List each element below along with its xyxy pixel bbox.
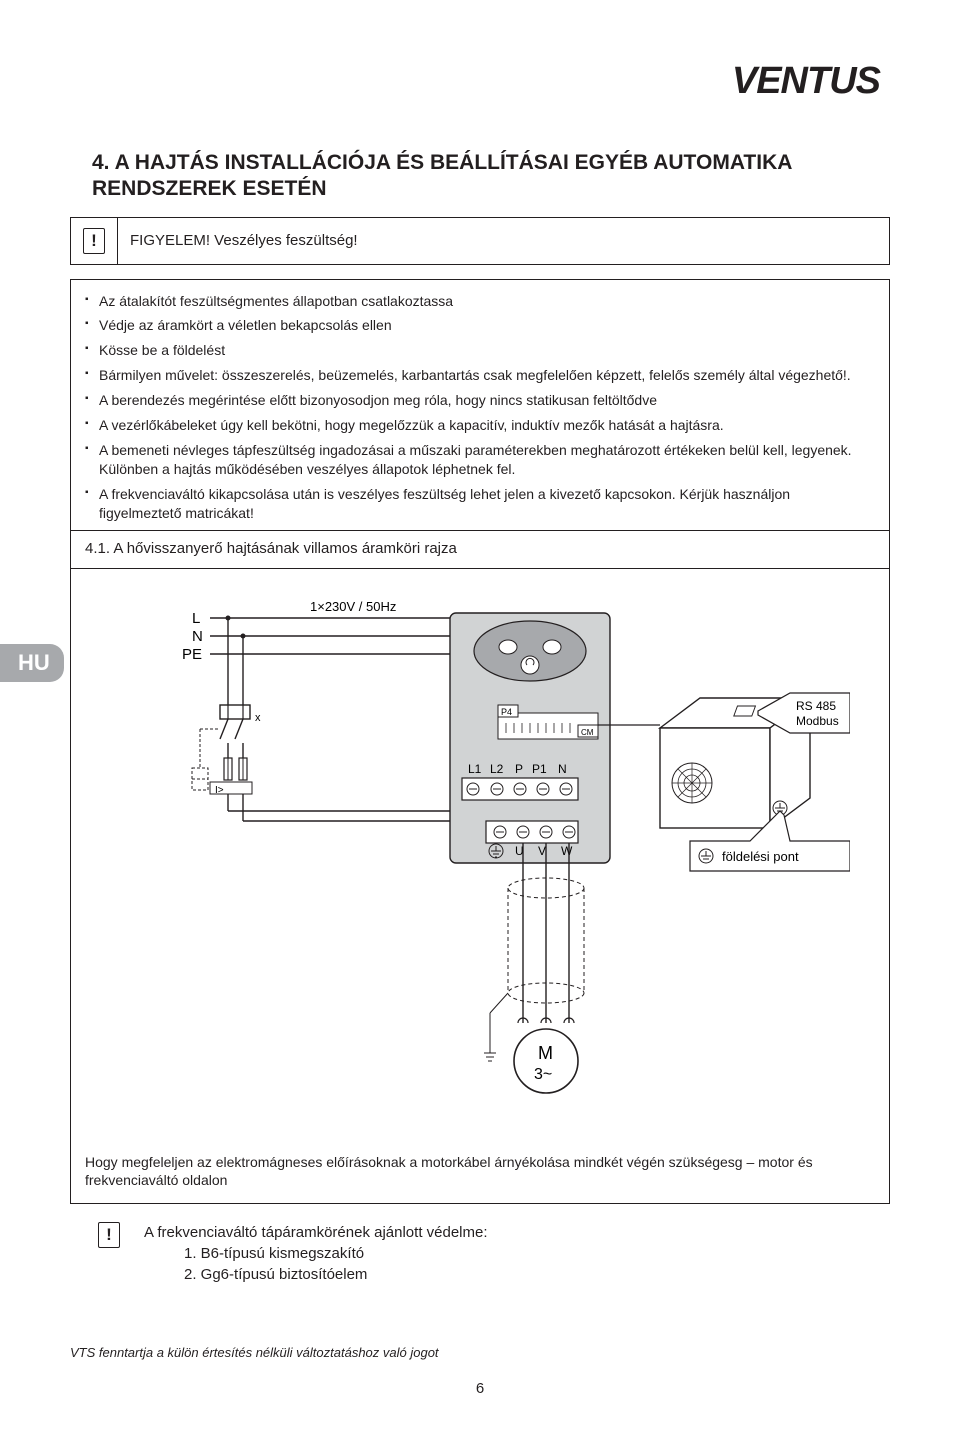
warning-text: FIGYELEM! Veszélyes feszültség! <box>118 217 890 264</box>
protection-row: ! A frekvenciaváltó tápáramkörének ajánl… <box>70 1222 890 1285</box>
bullet-item: Bármilyen művelet: összeszerelés, beüzem… <box>85 366 875 385</box>
warning-box: ! FIGYELEM! Veszélyes feszültség! <box>70 217 890 265</box>
protection-item: 1. B6-típusú kismegszakító <box>184 1243 488 1264</box>
svg-text:CM: CM <box>581 728 594 737</box>
svg-text:Modbus: Modbus <box>796 714 839 728</box>
bullet-item: A vezérlőkábeleket úgy kell bekötni, hog… <box>85 416 875 435</box>
warning-icon: ! <box>83 228 105 254</box>
brand-logo: VENTUS <box>732 60 880 103</box>
page-number: 6 <box>70 1380 890 1397</box>
bullet-item: Védje az áramkört a véletlen bekapcsolás… <box>85 316 875 335</box>
svg-text:x: x <box>255 712 261 724</box>
svg-text:N: N <box>558 762 567 776</box>
svg-text:RS 485: RS 485 <box>796 699 836 713</box>
svg-text:P1: P1 <box>532 762 547 776</box>
bullet-item: A frekvenciaváltó kikapcsolása után is v… <box>85 485 875 523</box>
bullet-item: Kösse be a földelést <box>85 341 875 360</box>
svg-text:3~: 3~ <box>534 1066 552 1083</box>
svg-text:PE: PE <box>182 646 202 663</box>
bullet-item: A berendezés megérintése előtt bizonyoso… <box>85 391 875 410</box>
svg-text:L: L <box>192 610 200 627</box>
wiring-diagram: 1×230V / 50Hz L N PE <box>85 583 875 1153</box>
warning-icon-cell: ! <box>71 217 118 264</box>
bullet-item: A bemeneti névleges tápfeszültség ingado… <box>85 441 875 479</box>
svg-text:W: W <box>561 844 573 858</box>
svg-text:M: M <box>538 1043 553 1063</box>
page: VENTUS 4. A HAJTÁS INSTALLÁCIÓJA ÉS BEÁL… <box>0 0 960 1437</box>
svg-text:L1: L1 <box>468 762 482 776</box>
bullet-list: Az átalakítót feszültségmentes állapotba… <box>85 292 875 523</box>
svg-text:N: N <box>192 628 203 645</box>
svg-text:P: P <box>515 762 523 776</box>
content-box: Az átalakítót feszültségmentes állapotba… <box>70 279 890 569</box>
protection-icon-wrap: ! <box>70 1222 120 1248</box>
section-title: 4. A HAJTÁS INSTALLÁCIÓJA ÉS BEÁLLÍTÁSAI… <box>70 150 890 203</box>
supply-label: 1×230V / 50Hz <box>310 599 396 614</box>
emc-note: Hogy megfeleljen az elektromágneses előí… <box>85 1153 875 1189</box>
protection-text: A frekvenciaváltó tápáramkörének ajánlot… <box>144 1222 488 1285</box>
svg-text:V: V <box>538 844 546 858</box>
warning-icon: ! <box>98 1222 120 1248</box>
subsection-title: 4.1. A hővisszanyerő hajtásának villamos… <box>71 530 889 567</box>
bullet-item: Az átalakítót feszültségmentes állapotba… <box>85 292 875 311</box>
svg-text:L2: L2 <box>490 762 504 776</box>
diagram-box: 1×230V / 50Hz L N PE <box>70 569 890 1204</box>
svg-text:földelési pont: földelési pont <box>722 849 799 864</box>
protection-item: 2. Gg6-típusú biztosítóelem <box>184 1264 488 1285</box>
protection-title: A frekvenciaváltó tápáramkörének ajánlot… <box>144 1222 488 1243</box>
wiring-svg: 1×230V / 50Hz L N PE <box>110 593 850 1133</box>
footer-text: VTS fenntartja a külön értesítés nélküli… <box>70 1345 890 1360</box>
svg-text:P4: P4 <box>501 707 512 717</box>
language-badge: HU <box>0 644 64 682</box>
